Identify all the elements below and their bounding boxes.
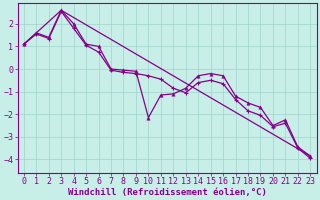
- X-axis label: Windchill (Refroidissement éolien,°C): Windchill (Refroidissement éolien,°C): [68, 188, 267, 197]
